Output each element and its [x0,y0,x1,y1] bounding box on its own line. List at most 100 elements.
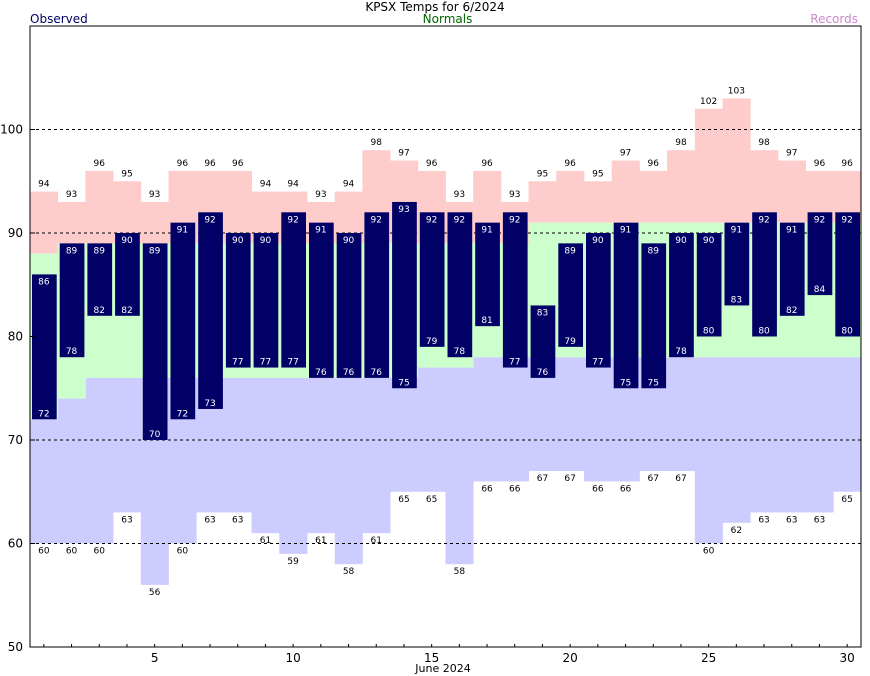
record-low-label: 67 [537,474,548,484]
observed-high-label: 90 [260,236,272,246]
record-low-label: 66 [592,484,604,494]
observed-low-label: 77 [232,358,243,368]
record-high-label: 96 [564,159,576,169]
observed-high-label: 92 [371,215,382,225]
observed-bar [253,233,279,368]
record-low-label: 66 [620,484,632,494]
observed-high-label: 83 [537,308,548,318]
record-low-band [777,357,806,513]
x-tick-label: 15 [424,651,439,665]
observed-bar [59,243,85,358]
y-tick-label: 100 [0,123,23,137]
observed-low-label: 77 [509,358,520,368]
record-high-label: 98 [675,138,687,148]
observed-high-label: 90 [592,236,604,246]
observed-bar [309,222,334,378]
record-high-label: 93 [509,190,520,200]
observed-low-label: 81 [481,316,492,326]
observed-bar [32,274,57,420]
observed-low-label: 76 [537,368,549,378]
x-tick-label: 5 [151,651,159,665]
record-low-label: 58 [343,567,355,577]
x-axis-label: June 2024 [414,662,470,675]
observed-bar [225,233,251,368]
observed-bar [835,212,860,337]
observed-low-label: 70 [149,430,161,440]
observed-bar [530,305,556,378]
observed-low-label: 75 [620,378,631,388]
observed-bar [87,243,113,316]
record-low-label: 61 [260,536,271,546]
record-low-label: 63 [786,515,797,525]
record-high-label: 103 [728,86,745,96]
x-tick-label: 30 [840,651,855,665]
observed-high-label: 92 [426,215,437,225]
observed-high-label: 92 [758,215,769,225]
observed-high-label: 91 [315,226,326,236]
record-high-band [694,108,723,223]
observed-high-label: 91 [786,226,797,236]
record-high-band [223,170,252,244]
record-low-label: 65 [841,495,852,505]
record-high-label: 94 [260,180,272,190]
record-low-band [113,377,142,513]
observed-low-label: 78 [66,347,78,357]
record-bands [30,98,862,585]
record-high-label: 96 [648,159,660,169]
observed-bar [586,233,611,368]
record-high-label: 97 [398,149,409,159]
observed-low-label: 76 [371,368,383,378]
record-low-band [694,357,723,544]
observed-bar [696,233,722,337]
record-low-band [57,398,86,544]
observed-bar [419,212,445,347]
record-low-band [805,357,834,513]
legend-records: Records [810,12,858,26]
observed-low-label: 77 [592,358,603,368]
record-low-label: 67 [564,474,575,484]
record-low-label: 67 [648,474,659,484]
observed-high-label: 93 [398,205,409,215]
observed-low-label: 82 [121,306,132,316]
record-low-label: 60 [38,547,50,557]
record-high-label: 96 [232,159,244,169]
record-low-band [556,357,585,472]
record-high-band [667,150,696,223]
record-high-label: 96 [481,159,493,169]
record-high-label: 93 [66,190,77,200]
observed-high-label: 90 [703,236,715,246]
observed-bar [475,222,500,327]
observed-low-label: 83 [731,295,742,305]
observed-low-label: 75 [398,378,409,388]
record-high-label: 96 [94,159,106,169]
record-low-label: 63 [814,515,825,525]
observed-bar [558,243,583,347]
observed-low-label: 75 [648,378,659,388]
chart-title: KPSX Temps for 6/2024 [365,0,505,14]
record-high-label: 102 [700,97,717,107]
observed-low-label: 76 [315,368,327,378]
observed-high-label: 89 [564,246,576,256]
observed-low-label: 82 [786,306,797,316]
observed-bar [364,212,390,378]
record-low-band [279,377,308,554]
observed-bar [281,212,306,368]
observed-low-label: 78 [675,347,687,357]
observed-bar [170,222,196,420]
record-low-label: 58 [454,567,466,577]
x-tick-label: 10 [286,651,301,665]
observed-high-label: 91 [481,226,492,236]
record-high-band [140,201,169,244]
y-tick-label: 60 [8,537,23,551]
observed-high-label: 92 [287,215,298,225]
record-low-band [362,377,391,534]
y-tick-label: 90 [8,226,23,240]
observed-bars [32,201,860,440]
observed-low-label: 84 [814,285,826,295]
observed-low-label: 72 [177,409,188,419]
observed-high-label: 91 [177,226,188,236]
record-low-label: 65 [398,495,409,505]
record-high-band [57,201,86,244]
observed-bar [198,212,223,409]
